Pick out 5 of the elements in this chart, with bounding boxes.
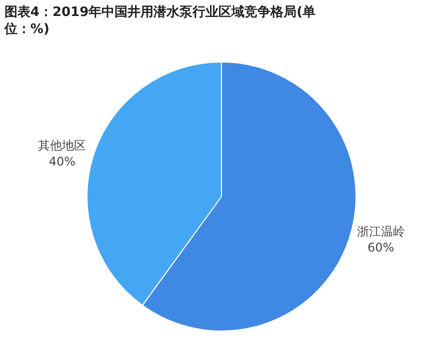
data-label: 60% [367,240,394,254]
data-label: 40% [48,154,76,168]
chart-title: 图表4：2019年中国井用潜水泵行业区域竞争格局(单位：%) [3,4,316,38]
slice-label: 浙江温岭 [356,224,405,239]
slice-label: 其他地区 [38,138,86,153]
